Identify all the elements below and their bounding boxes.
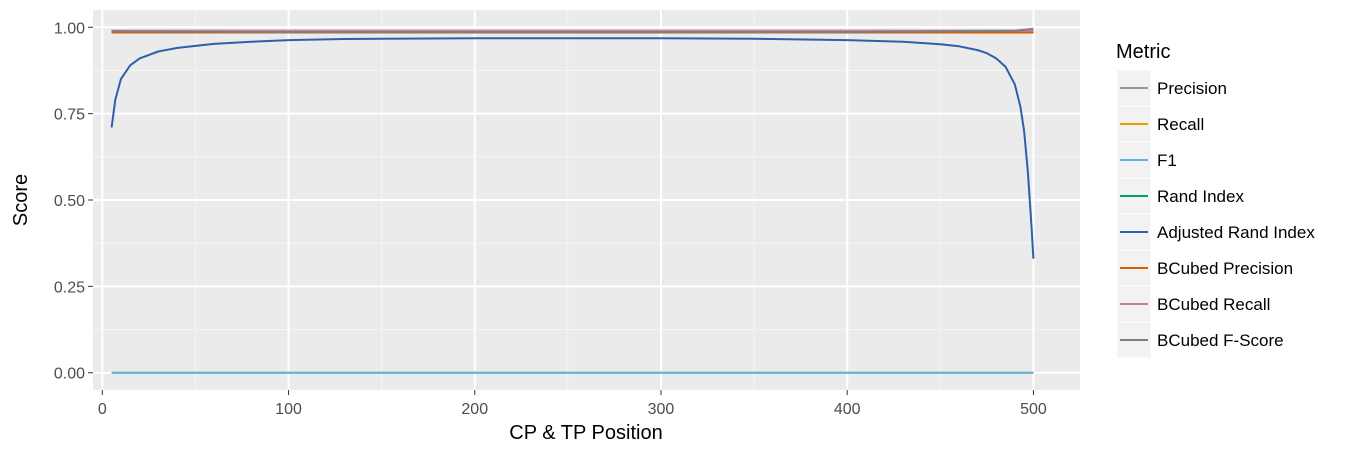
legend-label-rand-index: Rand Index [1157, 187, 1244, 206]
x-tick-label: 100 [275, 401, 302, 418]
x-axis-title: CP & TP Position [509, 422, 662, 444]
y-tick-label: 0.00 [54, 366, 85, 383]
legend-label-precision: Precision [1157, 79, 1227, 98]
x-tick-label: 400 [834, 401, 861, 418]
x-axis: 0 100 200 300 400 500 [98, 390, 1047, 418]
legend-label-adjusted-rand-index: Adjusted Rand Index [1157, 223, 1315, 242]
legend: Metric Precision Recall F1 Rand Index Adjust… [1116, 41, 1315, 359]
x-tick-label: 0 [98, 401, 107, 418]
x-tick-label: 200 [461, 401, 488, 418]
legend-label-bcubed-precision: BCubed Precision [1157, 259, 1293, 278]
legend-label-bcubed-recall: BCubed Recall [1157, 295, 1270, 314]
y-axis: 0.00 0.25 0.50 0.75 1.00 [54, 20, 93, 383]
y-tick-label: 0.25 [54, 279, 85, 296]
x-tick-label: 500 [1020, 401, 1047, 418]
series-line-bcubed-f-score [111, 27, 1034, 34]
legend-label-f1: F1 [1157, 151, 1177, 170]
y-tick-label: 0.75 [54, 107, 85, 124]
legend-label-bcubed-f-score: BCubed F-Score [1157, 331, 1284, 350]
series-line-adjusted-rand-index [110, 37, 1035, 259]
y-tick-label: 0.50 [54, 193, 85, 210]
legend-items: Precision Recall F1 Rand Index Adjusted Rand… [1116, 69, 1315, 359]
y-tick-label: 1.00 [54, 20, 85, 37]
y-axis-title: Score [10, 174, 32, 226]
x-tick-label: 300 [648, 401, 675, 418]
legend-title: Metric [1116, 41, 1170, 63]
legend-label-recall: Recall [1157, 115, 1204, 134]
series-lines [110, 27, 1035, 374]
